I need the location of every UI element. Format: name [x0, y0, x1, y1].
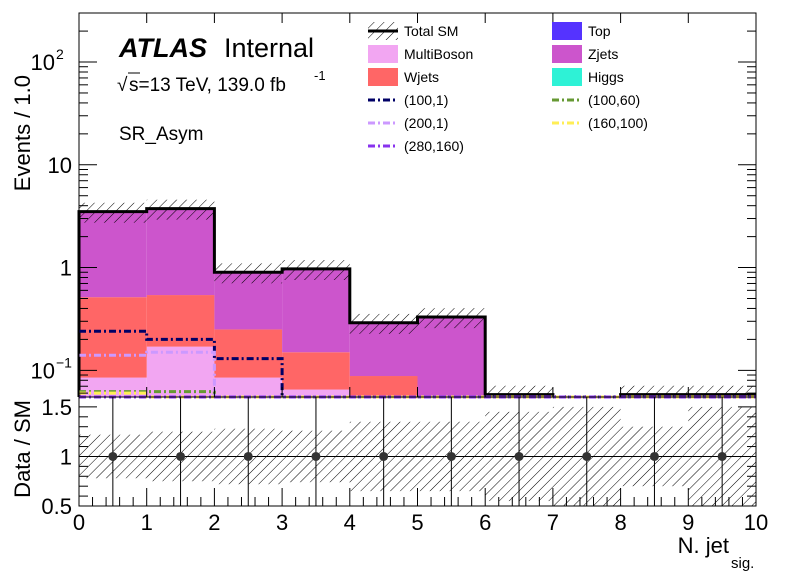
x-tick-label: 5: [411, 510, 423, 535]
x-axis-title-subscript: sig.: [731, 555, 754, 572]
x-tick-label: 1: [141, 510, 153, 535]
ratio-y-axis-title: Data / SM: [10, 400, 35, 498]
ratio-data-point-4: [379, 451, 389, 461]
ratio-data-point-8: [649, 451, 659, 461]
main-y-tick-label: 10: [31, 50, 55, 75]
main-y-tick-exponent: 2: [56, 46, 64, 62]
region-label: SR_Asym: [119, 124, 203, 145]
lumi-exponent: -1: [314, 68, 326, 83]
stack-bar-wjets-bin-0: [79, 297, 147, 378]
main-y-tick-exponent: −1: [56, 354, 72, 370]
x-axis-title: N. jet: [678, 533, 729, 558]
ratio-data-point-1: [176, 451, 186, 461]
legend-label-total-sm: Total SM: [404, 23, 458, 39]
legend-label-2001: (200,1): [404, 115, 448, 131]
stack-bar-zjets-bin-0: [79, 211, 147, 298]
stack-bar-zjets-bin-3: [282, 268, 350, 353]
ratio-data-point-2: [243, 451, 253, 461]
legend-label-160100: (160,100): [588, 115, 648, 131]
stack-bar-multiboson-bin-1: [146, 346, 215, 397]
x-tick-label: 9: [682, 510, 694, 535]
ratio-data-point-0: [108, 451, 118, 461]
stack-bar-wjets-bin-3: [282, 352, 350, 390]
legend-label-higgs: Higgs: [588, 69, 624, 85]
total-sm-uncertainty-bin-9: [688, 385, 756, 397]
legend-swatch-top: [552, 22, 582, 40]
legend-swatch-higgs: [552, 68, 582, 86]
ratio-data-point-3: [311, 451, 321, 461]
x-tick-label: 10: [744, 510, 768, 535]
main-y-axis-title: Events / 1.0: [10, 75, 35, 191]
stack-bar-wjets-bin-4: [349, 376, 418, 397]
main-y-tick-label: 1: [60, 256, 72, 281]
x-tick-label: 2: [208, 510, 220, 535]
legend-label-top: Top: [588, 23, 611, 39]
x-tick-label: 7: [547, 510, 559, 535]
ratio-data-point-7: [582, 451, 592, 461]
legend-label-10060: (100,60): [588, 92, 640, 108]
ratio-data-point-5: [446, 451, 456, 461]
sqrt-symbol: √: [117, 75, 128, 96]
stack-bar-multiboson-bin-2: [214, 377, 283, 397]
x-tick-label: 0: [73, 510, 85, 535]
ratio-y-tick-label: 1.5: [41, 395, 72, 420]
ratio-y-tick-label: 0.5: [41, 494, 72, 519]
internal-label: Internal: [224, 33, 314, 63]
x-tick-label: 8: [614, 510, 626, 535]
stack-bar-zjets-bin-5: [417, 317, 486, 397]
x-tick-label: 3: [276, 510, 288, 535]
stack-bar-multiboson-bin-3: [282, 389, 350, 397]
legend-label-multiboson: MultiBoson: [404, 46, 473, 62]
total-sm-uncertainty-bin-6: [485, 385, 553, 397]
legend-label-1001: (100,1): [404, 92, 448, 108]
x-tick-label: 6: [479, 510, 491, 535]
stack-bar-zjets-bin-1: [146, 208, 215, 296]
legend-label-wjets: Wjets: [404, 69, 439, 85]
ratio-y-tick-label: 1: [60, 444, 72, 469]
main-y-tick-label: 10: [31, 358, 55, 383]
atlas-label: ATLAS: [118, 33, 207, 63]
x-tick-label: 4: [344, 510, 356, 535]
ratio-data-point-6: [514, 451, 524, 461]
ratio-data-point-9: [717, 451, 727, 461]
legend: Total SM Top MultiBoson Zjets Wjets Higgs (100…: [368, 22, 648, 154]
main-y-tick-label: 10: [48, 153, 72, 178]
legend-swatch-multiboson: [368, 45, 398, 63]
legend-label-zjets: Zjets: [588, 46, 618, 62]
legend-label-280160: (280,160): [404, 138, 464, 154]
legend-swatch-zjets: [552, 45, 582, 63]
energy-label: s=13 TeV, 139.0 fb: [129, 75, 286, 96]
total-sm-uncertainty-bin-8: [620, 385, 689, 397]
stack-bar-wjets-bin-2: [214, 329, 283, 378]
legend-swatch-wjets: [368, 68, 398, 86]
ratio-panel: 0.5 1 1.5 0 1 2 3 4 5 6 7 8 9 10: [41, 395, 768, 535]
